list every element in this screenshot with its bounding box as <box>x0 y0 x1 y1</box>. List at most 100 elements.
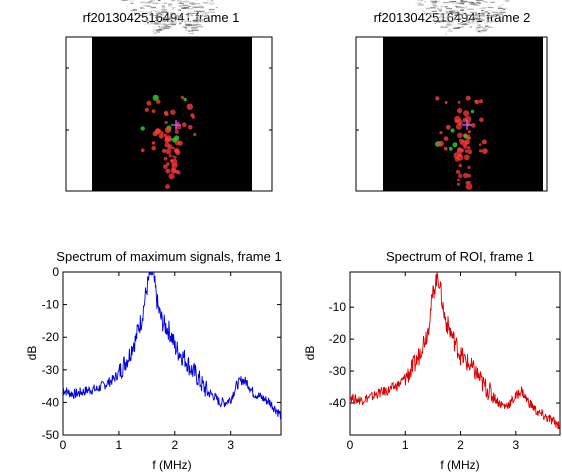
red-marker <box>465 183 473 190</box>
echo-speckle <box>445 9 448 11</box>
echo-speckle <box>140 1 146 3</box>
echo-speckle <box>161 24 166 26</box>
echo-speckle <box>150 6 156 8</box>
echo-speckle <box>440 7 444 9</box>
echo-speckle <box>171 7 176 9</box>
echo-speckle <box>143 6 150 8</box>
echo-speckle <box>157 11 163 14</box>
echo-speckle <box>497 14 501 16</box>
red-marker <box>458 163 463 168</box>
echo-speckle <box>471 8 473 10</box>
echo-speckle <box>458 2 464 5</box>
green-marker <box>152 94 159 101</box>
x-tick-label: 3 <box>512 438 519 452</box>
echo-speckle <box>424 1 426 3</box>
red-marker <box>455 169 461 175</box>
echo-speckle <box>204 12 209 14</box>
echo-speckle <box>160 20 162 22</box>
red-marker <box>156 99 161 104</box>
echo-speckle <box>496 13 504 15</box>
echo-speckle <box>481 6 488 9</box>
echo-speckle <box>144 14 151 17</box>
echo-speckle <box>480 12 486 14</box>
echo-speckle <box>196 24 202 26</box>
echo-speckle <box>151 2 154 4</box>
chart2-series-line <box>349 271 561 430</box>
echo-speckle <box>449 16 453 18</box>
green-marker <box>174 135 180 141</box>
echo-speckle <box>143 5 150 7</box>
echo-speckle <box>150 24 157 26</box>
echo-speckle <box>445 33 448 35</box>
echo-speckle <box>183 0 189 1</box>
echo-speckle <box>156 10 159 12</box>
echo-speckle <box>205 15 208 17</box>
echo-speckle <box>431 20 437 22</box>
echo-speckle <box>499 11 506 13</box>
echo-speckle <box>184 21 186 23</box>
chart2-yticks: -10 -20 -30 -40 <box>329 300 560 410</box>
echo-speckle <box>179 9 182 11</box>
echo-speckle <box>192 29 199 31</box>
echo-speckle <box>491 11 499 13</box>
echo-speckle <box>441 20 447 22</box>
chart2-title: Spectrum of ROI, frame 1 <box>386 249 534 264</box>
echo-speckle <box>485 11 493 13</box>
echo-speckle <box>446 12 448 14</box>
x-tick-label: 1 <box>402 438 409 452</box>
echo-speckle <box>164 2 168 4</box>
echo-speckle <box>471 15 476 17</box>
chart1-axes-box <box>62 271 282 436</box>
echo-speckle <box>132 9 138 11</box>
red-marker <box>151 109 156 113</box>
echo-speckle <box>185 1 190 3</box>
red-marker <box>467 134 470 137</box>
echo-speckle <box>150 0 155 2</box>
red-marker <box>168 154 172 158</box>
red-marker <box>438 140 444 147</box>
echo-speckle <box>167 16 174 18</box>
frame2-tick-marks <box>356 67 359 131</box>
echo-speckle <box>164 16 171 18</box>
echo-speckle <box>431 1 436 3</box>
echo-speckle <box>154 22 161 24</box>
echo-speckle <box>166 17 173 20</box>
echo-speckle <box>445 26 448 29</box>
echo-speckle <box>446 8 452 10</box>
green-marker <box>448 146 453 151</box>
echo-speckle <box>444 24 446 26</box>
echo-speckle <box>433 18 437 20</box>
echo-speckle <box>446 21 454 23</box>
echo-speckle <box>445 11 449 13</box>
echo-speckle <box>210 3 213 5</box>
red-marker <box>163 133 167 137</box>
y-tick-label: -30 <box>329 364 347 378</box>
echo-speckle <box>163 27 170 30</box>
echo-speckle <box>457 23 462 25</box>
echo-speckle <box>481 30 487 32</box>
echo-speckle <box>168 3 173 5</box>
echo-speckle <box>187 12 192 15</box>
echo-speckle <box>481 14 486 17</box>
echo-speckle <box>190 31 193 33</box>
echo-speckle <box>441 26 447 28</box>
chart2-ylabel: dB <box>303 346 317 361</box>
echo-speckle <box>170 14 174 16</box>
echo-speckle <box>187 26 190 28</box>
echo-speckle <box>192 31 194 33</box>
red-marker <box>454 119 458 123</box>
echo-speckle <box>177 2 181 4</box>
red-marker <box>435 96 440 101</box>
echo-speckle <box>456 11 460 13</box>
echo-speckle <box>156 13 162 15</box>
echo-speckle <box>181 19 186 21</box>
echo-speckle <box>173 13 179 16</box>
echo-speckle <box>449 0 451 1</box>
echo-speckle <box>471 2 475 4</box>
echo-speckle <box>144 12 147 14</box>
echo-speckle <box>461 13 465 15</box>
echo-speckle <box>133 9 137 11</box>
echo-speckle <box>196 14 200 16</box>
echo-speckle <box>448 11 453 13</box>
echo-speckle <box>176 3 183 5</box>
